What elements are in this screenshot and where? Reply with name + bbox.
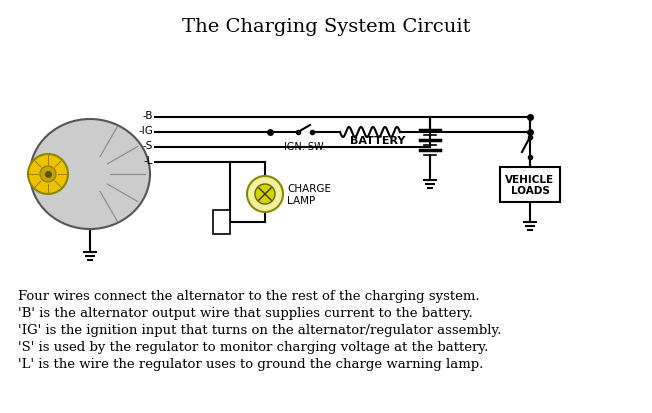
Text: -B: -B [143,111,153,121]
Bar [213,211,230,235]
Text: -L: -L [143,156,153,166]
Text: 'L' is the wire the regulator uses to ground the charge warning lamp.: 'L' is the wire the regulator uses to gr… [18,357,483,370]
Text: -S: -S [143,141,153,151]
Text: BATTERY: BATTERY [349,136,405,146]
Circle shape [255,185,275,204]
Bar [500,168,560,202]
Text: 'B' is the alternator output wire that supplies current to the battery.: 'B' is the alternator output wire that s… [18,306,473,319]
Circle shape [40,166,56,183]
Text: 'S' is used by the regulator to monitor charging voltage at the battery.: 'S' is used by the regulator to monitor … [18,340,488,353]
Text: -IG: -IG [138,126,153,136]
Text: IGN. SW.: IGN. SW. [284,142,326,152]
Text: CHARGE
LAMP: CHARGE LAMP [287,184,331,205]
Text: VEHICLE
LOADS: VEHICLE LOADS [505,174,555,196]
Circle shape [28,154,68,195]
Text: 'IG' is the ignition input that turns on the alternator/regulator assembly.: 'IG' is the ignition input that turns on… [18,323,501,336]
Ellipse shape [30,120,150,230]
Text: The Charging System Circuit: The Charging System Circuit [182,18,470,36]
Text: Four wires connect the alternator to the rest of the charging system.: Four wires connect the alternator to the… [18,289,480,302]
Circle shape [247,177,283,212]
